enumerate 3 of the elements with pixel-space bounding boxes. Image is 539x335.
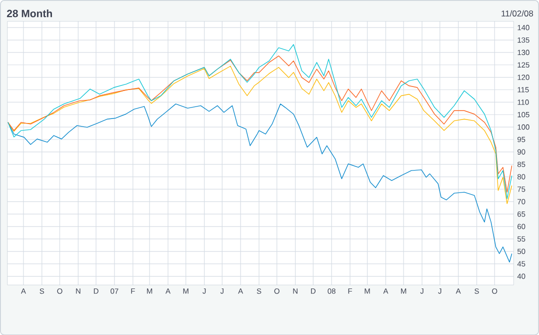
text: 11/02/08 [502, 10, 534, 16]
line-series [8, 103, 512, 262]
chart-title: 28 Month [6, 9, 52, 18]
